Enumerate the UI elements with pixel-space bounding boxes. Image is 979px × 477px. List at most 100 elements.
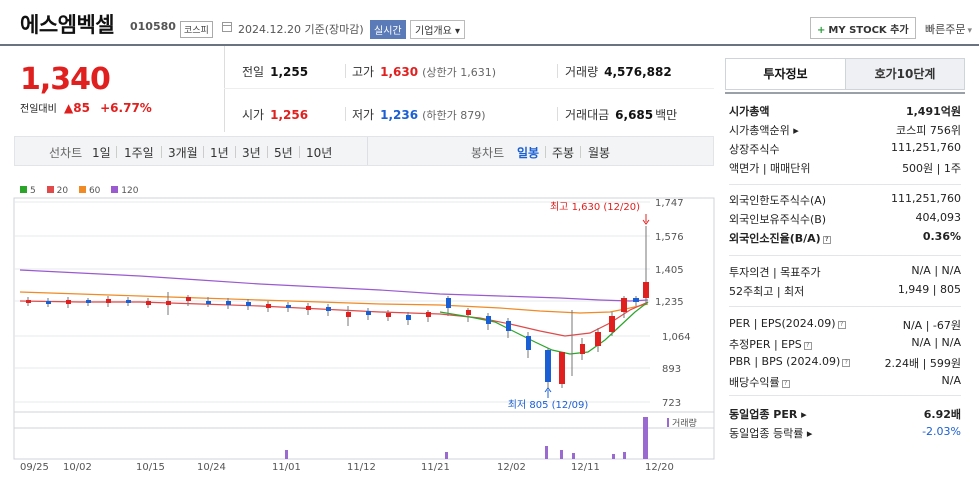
row-foreign-holding: 외국인보유주식수(B) 404,093 [729, 211, 961, 226]
y-tick: 723 [662, 398, 681, 409]
ma60-line [19, 291, 649, 314]
legend-ma5: 5 [20, 186, 36, 196]
trade-amount: 거래대금 6,685 백만 [565, 108, 678, 122]
foreign-group: 외국인한도주식수(A) 111,251,760 외국인보유주식수(B) 404,09… [729, 190, 961, 247]
y-tick: 1,576 [655, 232, 684, 243]
change-label: 전일대비 [20, 104, 57, 115]
help-icon[interactable]: ? [842, 359, 851, 367]
row-foreign-ratio: 외국인소진율(B/A)? 0.36% [729, 230, 961, 245]
row-listed-shares: 상장주식수 111,251,760 [729, 141, 961, 156]
row-opinion: 투자의견 | 목표주가 N/A | N/A [729, 264, 961, 279]
market-cap-group: 시가총액 1,491억원 시가총액순위 ▸ 코스피 756위 상장주식수 111,25… [729, 101, 961, 177]
x-tick: 11/21 [421, 462, 450, 473]
legend-ma120: 120 [111, 186, 138, 196]
change-value: ▲85 [64, 101, 90, 115]
ma120-line [19, 269, 649, 302]
row-per-eps: PER | EPS(2024.09)? N/A | -67원 [729, 317, 961, 332]
period-10y[interactable]: 10년 [306, 146, 333, 160]
ma-legend: 5 20 60 120 [20, 186, 146, 196]
row-face-value: 액면가 | 매매단위 500원 | 1주 [729, 162, 961, 175]
x-tick: 11/12 [347, 462, 376, 473]
volume-bars [285, 417, 648, 459]
volume-label: 거래량 [672, 417, 697, 429]
low-annotation: 최저 805 (12/09) [508, 399, 589, 411]
plus-icon: + [817, 25, 826, 36]
candle-daily[interactable]: 일봉 [517, 146, 540, 160]
add-mystock-button[interactable]: + MY STOCK 추가 [810, 17, 916, 39]
candles [26, 226, 649, 388]
y-tick: 1,064 [662, 332, 691, 343]
period-1w[interactable]: 1주일 [124, 146, 154, 160]
row-52week: 52주최고 | 최저 1,949 | 805 [729, 283, 961, 298]
row-foreign-limit: 외국인한도주식수(A) 111,251,760 [729, 192, 961, 207]
grid-lines [14, 201, 650, 403]
candle-chart-label: 봉차트 [471, 146, 505, 160]
row-dividend: 배당수익률? N/A [729, 374, 961, 389]
quote-divider [224, 46, 225, 132]
help-icon[interactable]: ? [822, 236, 831, 244]
current-price: 1,340 [20, 62, 111, 97]
tab-invest-info[interactable]: 투자정보 [726, 59, 845, 89]
line-chart-label: 선차트 [49, 146, 83, 160]
high-annotation: 최고 1,630 (12/20) [550, 201, 640, 213]
row-market-cap: 시가총액 1,491억원 [729, 105, 961, 118]
x-tick: 12/02 [497, 462, 526, 473]
high-price: 고가 1,630 (상한가 1,631) [352, 65, 496, 79]
x-tick: 10/15 [136, 462, 165, 473]
sector-group: 동일업종 PER ▸ 6.92배 동일업종 등락률 ▸ -2.03% [729, 404, 961, 442]
help-icon[interactable]: ? [837, 321, 846, 329]
low-price: 저가 1,236 (하한가 879) [352, 108, 486, 122]
period-3y[interactable]: 3년 [242, 146, 261, 160]
x-tick: 11/01 [272, 462, 301, 473]
quick-order-menu[interactable]: 빠른주문 [925, 21, 972, 37]
row-market-cap-rank[interactable]: 시가총액순위 ▸ 코스피 756위 [729, 124, 961, 137]
y-tick: 1,747 [655, 198, 684, 209]
y-tick: 1,235 [655, 297, 684, 308]
valuation-group: PER | EPS(2024.09)? N/A | -67원 추정PER | EP… [729, 315, 961, 391]
period-1y[interactable]: 1년 [210, 146, 229, 160]
low-arrow-icon [544, 387, 552, 393]
candle-monthly[interactable]: 월봉 [588, 146, 611, 160]
calendar-icon [222, 22, 232, 32]
y-tick: 893 [662, 364, 681, 375]
help-icon[interactable]: ? [803, 342, 812, 350]
period-bar: 선차트 1일 1주일 3개월 1년 3년 5년 10년 봉차트 일봉 주봉 월봉 [14, 136, 714, 166]
period-5y[interactable]: 5년 [274, 146, 293, 160]
high-arrow-icon [642, 219, 650, 225]
realtime-button[interactable]: 실시간 [370, 20, 406, 39]
stock-code: 010580 [130, 20, 176, 33]
x-tick: 10/02 [63, 462, 92, 473]
price-chart[interactable]: 1,747 1,576 1,405 1,235 1,064 893 723 [0, 180, 716, 477]
period-1d[interactable]: 1일 [92, 146, 111, 160]
ma20-line [19, 300, 649, 337]
open-price: 시가 1,256 [242, 108, 309, 122]
tab-orderbook[interactable]: 호가10단계 [845, 59, 964, 89]
opinion-group: 투자의견 | 목표주가 N/A | N/A 52주최고 | 최저 1,949 | 8… [729, 262, 961, 300]
x-tick: 09/25 [20, 462, 49, 473]
company-overview-dropdown[interactable]: 기업개요 ▾ [410, 20, 465, 39]
stock-header: 에스엠벡셀 010580 코스피 2024.12.20 기준(장마감) 실시간 … [0, 0, 979, 46]
help-icon[interactable]: ? [781, 380, 790, 388]
prev-close: 전일 1,255 [242, 65, 309, 79]
candle-weekly[interactable]: 주봉 [552, 146, 575, 160]
market-badge: 코스피 [180, 21, 213, 38]
row-sector-change[interactable]: 동일업종 등락률 ▸ -2.03% [729, 425, 961, 440]
y-tick: 1,405 [655, 265, 684, 276]
legend-ma20: 20 [46, 186, 68, 196]
change-row: 전일대비 ▲85 +6.77% [20, 100, 152, 115]
ma5-line [439, 301, 649, 355]
base-date: 2024.12.20 기준(장마감) [238, 23, 364, 36]
x-tick: 10/24 [197, 462, 226, 473]
x-tick: 12/11 [571, 462, 600, 473]
row-sector-per[interactable]: 동일업종 PER ▸ 6.92배 [729, 408, 961, 421]
volume: 거래량 4,576,882 [565, 65, 672, 79]
row-est-per: 추정PER | EPS? N/A | N/A [729, 336, 961, 351]
stock-name: 에스엠벡셀 [20, 13, 115, 37]
info-tabs: 투자정보 호가10단계 [725, 58, 965, 90]
legend-ma60: 60 [78, 186, 100, 196]
add-mystock-label: MY STOCK 추가 [828, 25, 909, 36]
period-3m[interactable]: 3개월 [168, 146, 198, 160]
row-pbr-bps: PBR | BPS (2024.09)? 2.24배 | 599원 [729, 355, 961, 370]
x-tick: 12/20 [645, 462, 674, 473]
change-percent: +6.77% [100, 101, 152, 115]
